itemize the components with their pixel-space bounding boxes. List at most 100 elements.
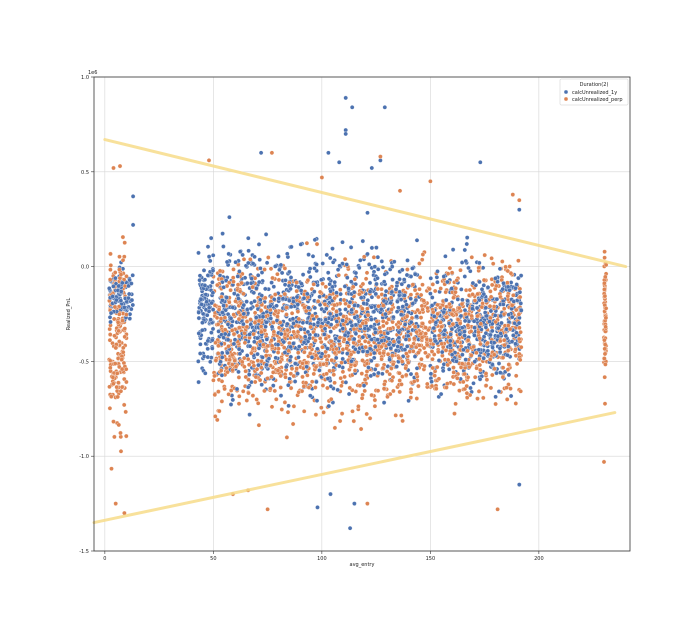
data-point <box>197 351 203 356</box>
data-point <box>208 235 214 241</box>
data-point <box>412 287 418 293</box>
data-point <box>518 329 523 335</box>
data-point <box>397 188 403 194</box>
data-point <box>283 374 288 380</box>
data-point <box>478 321 484 327</box>
data-point <box>517 197 522 203</box>
data-point <box>475 396 480 401</box>
data-point <box>319 175 325 180</box>
data-point <box>237 249 243 254</box>
data-point <box>419 257 425 262</box>
data-point <box>210 337 215 343</box>
y-offset-text: 1e6 <box>88 70 97 76</box>
legend: Duration(2) calcUnrealized_1y calcUnreal… <box>559 78 629 106</box>
data-point <box>469 353 474 358</box>
data-point <box>488 289 493 294</box>
data-point <box>448 338 453 344</box>
data-point <box>206 254 212 259</box>
data-point <box>122 334 127 340</box>
data-point <box>462 371 467 377</box>
data-point <box>108 263 114 268</box>
data-point <box>228 388 234 393</box>
data-point <box>332 279 337 285</box>
data-point <box>264 348 270 354</box>
data-point <box>374 281 379 287</box>
data-point <box>291 404 297 409</box>
data-point <box>505 268 511 274</box>
data-point <box>120 234 126 240</box>
data-point <box>233 364 239 369</box>
data-point <box>196 315 202 321</box>
data-point <box>435 269 440 274</box>
data-point <box>420 321 425 326</box>
data-point <box>603 324 608 330</box>
data-point <box>231 312 236 317</box>
data-point <box>470 306 475 311</box>
data-point <box>391 339 397 344</box>
data-point <box>375 275 380 281</box>
data-point <box>326 276 332 282</box>
data-point <box>107 332 113 337</box>
data-point <box>380 265 386 270</box>
data-point <box>496 361 502 366</box>
data-point <box>117 312 122 317</box>
data-point <box>375 388 381 393</box>
data-point <box>464 241 470 247</box>
data-point <box>227 300 232 305</box>
data-point <box>412 324 418 330</box>
data-point <box>443 348 449 353</box>
data-point <box>404 272 410 278</box>
y-tick-label: 0.0 <box>81 265 89 271</box>
data-point <box>388 295 394 300</box>
data-point <box>340 356 345 362</box>
data-point <box>445 381 450 386</box>
data-point <box>339 411 345 416</box>
data-point <box>305 277 311 283</box>
data-point <box>209 300 214 306</box>
data-point <box>337 418 343 424</box>
data-point <box>256 242 262 247</box>
data-point <box>377 350 383 356</box>
data-point <box>267 303 273 309</box>
data-point <box>130 302 136 308</box>
data-point <box>257 257 262 262</box>
data-point <box>396 355 402 361</box>
data-point <box>265 343 271 349</box>
data-point <box>428 338 433 343</box>
data-point <box>500 374 506 380</box>
data-point <box>414 371 419 377</box>
data-point <box>408 371 414 377</box>
data-point <box>275 350 281 355</box>
data-point <box>210 280 215 285</box>
data-point <box>457 321 463 326</box>
data-point <box>503 264 508 270</box>
data-point <box>322 332 327 337</box>
x-tick-label: 200 <box>534 556 544 562</box>
data-point <box>374 363 380 368</box>
data-point <box>383 288 389 294</box>
data-point <box>490 261 496 266</box>
data-point <box>371 350 377 356</box>
data-point <box>389 378 395 383</box>
data-point <box>264 362 269 368</box>
data-point <box>237 289 243 294</box>
data-point <box>285 251 290 257</box>
data-point <box>266 356 272 361</box>
data-point <box>385 394 390 400</box>
data-point <box>357 383 363 388</box>
data-point <box>452 411 457 416</box>
data-point <box>353 270 359 276</box>
data-point <box>495 507 500 512</box>
data-point <box>327 295 333 300</box>
data-point <box>505 352 510 358</box>
data-point <box>493 276 498 281</box>
data-point <box>387 391 393 397</box>
data-point <box>348 279 354 284</box>
data-point <box>378 306 384 312</box>
data-point <box>299 281 304 286</box>
data-point <box>107 358 113 363</box>
data-point <box>389 289 395 295</box>
data-point <box>244 299 249 304</box>
data-point <box>484 377 490 382</box>
